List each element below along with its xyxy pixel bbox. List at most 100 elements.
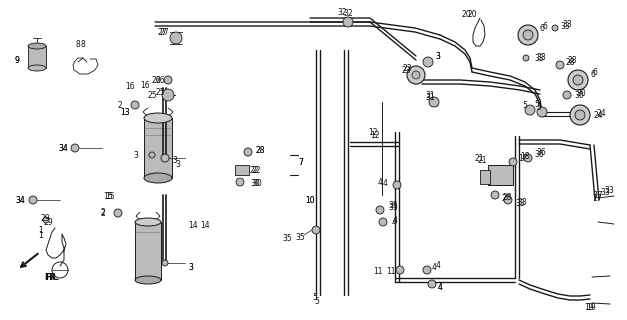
Text: 33: 33 bbox=[604, 186, 614, 195]
Circle shape bbox=[114, 209, 122, 217]
Text: 27: 27 bbox=[160, 28, 170, 36]
Text: 28: 28 bbox=[256, 146, 265, 155]
Text: 36: 36 bbox=[536, 148, 545, 156]
Circle shape bbox=[244, 148, 252, 156]
Text: 3: 3 bbox=[188, 262, 193, 271]
Text: 15: 15 bbox=[103, 191, 113, 201]
Text: 1: 1 bbox=[38, 230, 43, 239]
Text: 13: 13 bbox=[120, 108, 130, 116]
Text: 12: 12 bbox=[370, 131, 379, 140]
Circle shape bbox=[428, 280, 436, 288]
Text: 23: 23 bbox=[403, 63, 413, 73]
Text: 4: 4 bbox=[432, 263, 437, 273]
Text: 3: 3 bbox=[435, 52, 440, 60]
Circle shape bbox=[396, 266, 404, 274]
Text: 29: 29 bbox=[43, 218, 53, 227]
FancyArrow shape bbox=[17, 250, 42, 270]
Text: 3: 3 bbox=[435, 52, 440, 60]
Text: 9: 9 bbox=[14, 55, 19, 65]
Text: 7: 7 bbox=[298, 157, 303, 166]
Circle shape bbox=[504, 196, 512, 204]
Ellipse shape bbox=[28, 65, 46, 71]
Text: 4: 4 bbox=[378, 178, 383, 187]
Text: 31: 31 bbox=[425, 91, 435, 100]
Bar bbox=[395, 132, 515, 282]
Text: 24: 24 bbox=[597, 108, 607, 117]
Circle shape bbox=[423, 266, 431, 274]
Text: 33: 33 bbox=[534, 53, 544, 62]
Text: 31: 31 bbox=[425, 92, 435, 101]
Circle shape bbox=[556, 61, 564, 69]
Text: 28: 28 bbox=[502, 194, 512, 203]
Circle shape bbox=[509, 158, 517, 166]
Circle shape bbox=[552, 25, 558, 31]
Ellipse shape bbox=[135, 218, 161, 226]
Text: 1: 1 bbox=[38, 226, 43, 235]
Text: 30: 30 bbox=[574, 91, 584, 100]
Text: 17: 17 bbox=[593, 190, 603, 199]
Circle shape bbox=[393, 181, 401, 189]
Circle shape bbox=[312, 226, 320, 234]
Text: 23: 23 bbox=[402, 66, 411, 75]
Circle shape bbox=[343, 17, 353, 27]
Bar bbox=[28, 46, 46, 68]
Bar bbox=[155, 193, 250, 293]
Text: 34: 34 bbox=[58, 143, 68, 153]
Bar bbox=[102, 88, 212, 218]
Text: 22: 22 bbox=[252, 165, 261, 174]
Text: 2: 2 bbox=[117, 100, 122, 109]
Circle shape bbox=[164, 76, 172, 84]
Circle shape bbox=[379, 218, 387, 226]
Bar bbox=[144, 118, 172, 178]
Text: 4: 4 bbox=[383, 179, 388, 188]
Text: 5: 5 bbox=[315, 298, 319, 307]
Circle shape bbox=[162, 89, 174, 101]
Text: 9: 9 bbox=[14, 55, 19, 65]
Text: 5: 5 bbox=[313, 293, 317, 302]
Text: FR.: FR. bbox=[45, 274, 59, 283]
Circle shape bbox=[236, 178, 244, 186]
Bar bbox=[480, 170, 490, 184]
Text: 3: 3 bbox=[172, 156, 177, 164]
Text: 4: 4 bbox=[392, 218, 397, 227]
Text: 11: 11 bbox=[373, 268, 382, 276]
Text: 34: 34 bbox=[15, 196, 24, 204]
Text: 27: 27 bbox=[158, 28, 167, 36]
Circle shape bbox=[568, 70, 588, 90]
Text: 4: 4 bbox=[438, 283, 443, 292]
Circle shape bbox=[563, 91, 571, 99]
Text: 3: 3 bbox=[133, 150, 138, 159]
Text: 21: 21 bbox=[478, 156, 488, 164]
Text: 20: 20 bbox=[462, 10, 472, 19]
Text: 19: 19 bbox=[584, 303, 594, 313]
Text: 33: 33 bbox=[536, 52, 545, 61]
Ellipse shape bbox=[28, 43, 46, 49]
Text: 3: 3 bbox=[175, 159, 180, 169]
Text: 18: 18 bbox=[518, 154, 527, 163]
Text: 14: 14 bbox=[188, 220, 198, 229]
Ellipse shape bbox=[135, 276, 161, 284]
Text: 34: 34 bbox=[15, 196, 24, 204]
Text: 32: 32 bbox=[337, 7, 347, 17]
Text: 11: 11 bbox=[386, 268, 396, 276]
Ellipse shape bbox=[144, 113, 172, 123]
Text: 28: 28 bbox=[256, 146, 265, 155]
Text: 33: 33 bbox=[515, 198, 525, 207]
Text: 5: 5 bbox=[534, 100, 539, 108]
Text: 7: 7 bbox=[298, 157, 303, 166]
Circle shape bbox=[537, 107, 547, 117]
Text: 2: 2 bbox=[100, 207, 105, 217]
Circle shape bbox=[71, 144, 79, 152]
Text: 33: 33 bbox=[517, 197, 527, 206]
Text: 35: 35 bbox=[282, 234, 292, 243]
Circle shape bbox=[376, 206, 384, 214]
Circle shape bbox=[29, 196, 37, 204]
Circle shape bbox=[412, 71, 420, 79]
Text: 15: 15 bbox=[105, 191, 115, 201]
Circle shape bbox=[149, 152, 155, 158]
Text: 16: 16 bbox=[140, 81, 150, 90]
Text: FR.: FR. bbox=[44, 274, 58, 283]
Text: 28: 28 bbox=[566, 58, 576, 67]
Text: 18: 18 bbox=[520, 151, 529, 161]
Text: 5: 5 bbox=[536, 102, 541, 111]
